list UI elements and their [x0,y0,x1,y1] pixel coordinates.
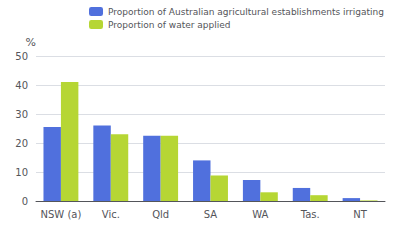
svg-text:20: 20 [15,138,28,149]
svg-text:WA: WA [252,209,268,220]
svg-text:10: 10 [15,167,28,178]
svg-text:NSW (a): NSW (a) [41,209,82,220]
svg-text:SA: SA [204,209,218,220]
svg-text:50: 50 [15,51,28,62]
svg-text:Vic.: Vic. [102,209,120,220]
svg-text:Tas.: Tas. [300,209,320,220]
svg-text:30: 30 [15,109,28,120]
svg-text:Qld: Qld [152,209,169,220]
svg-text:40: 40 [15,80,28,91]
svg-text:0: 0 [22,196,28,207]
svg-text:Proportion of Australian agric: Proportion of Australian agricultural es… [108,7,384,17]
svg-text:%: % [26,36,36,49]
svg-text:NT: NT [353,209,367,220]
svg-text:Proportion of water applied: Proportion of water applied [108,20,231,30]
